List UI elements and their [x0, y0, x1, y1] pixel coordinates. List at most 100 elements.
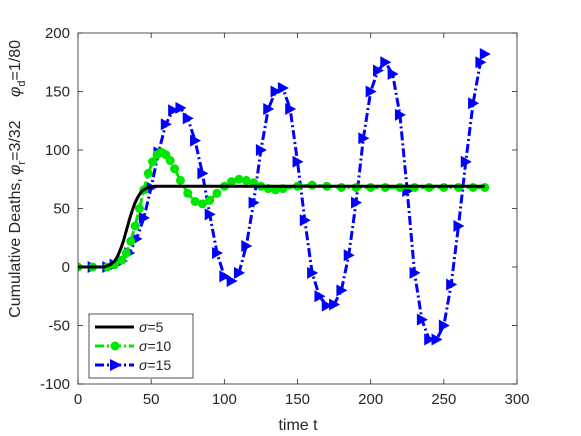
legend: σ=5 σ=10 σ=15 — [88, 313, 194, 379]
x-tick-label: 150 — [285, 391, 310, 408]
series-0 — [78, 184, 485, 269]
data-point — [126, 236, 136, 246]
data-point — [134, 204, 144, 213]
data-point — [292, 155, 304, 168]
data-point — [161, 150, 171, 160]
data-point — [424, 333, 436, 346]
series-2 — [78, 48, 491, 346]
y-tick-label: -100 — [40, 376, 70, 393]
data-point — [168, 104, 180, 117]
y-tick-label: 200 — [45, 25, 70, 42]
data-point — [248, 196, 260, 209]
plot-area — [78, 48, 491, 346]
y-axis-label-main: Cumulative Deaths, — [7, 178, 24, 318]
data-point — [226, 275, 238, 288]
y-tick-label: 100 — [45, 142, 70, 159]
data-point — [475, 56, 487, 69]
y-axis-param1: φr=3/32 — [7, 120, 28, 175]
legend-label-value: =5 — [147, 319, 163, 335]
data-point — [241, 175, 251, 185]
data-point — [299, 214, 311, 227]
legend-label: σ=15 — [139, 357, 171, 373]
data-point — [372, 64, 384, 77]
y-tick-label: -50 — [48, 318, 70, 335]
data-point — [277, 81, 289, 94]
data-point — [351, 196, 363, 209]
legend-label: σ=5 — [139, 319, 164, 335]
data-point — [409, 266, 421, 279]
data-point — [148, 157, 158, 167]
x-axis-label: time t — [278, 417, 318, 434]
data-point — [138, 211, 150, 224]
axis-labels: time t Cumulative Deaths, φr=3/32 φd=1/8… — [7, 40, 318, 434]
data-point — [460, 155, 472, 168]
data-point — [183, 188, 193, 198]
data-point — [329, 298, 341, 311]
y-axis-param2-sub: d — [16, 80, 28, 86]
x-tick-label: 50 — [143, 391, 160, 408]
y-axis-param1-symbol: φ — [7, 165, 24, 175]
data-point — [263, 103, 275, 116]
legend-entry-2: σ=15 — [95, 357, 171, 373]
data-point — [234, 174, 244, 184]
y-tick-label: 50 — [53, 201, 70, 218]
data-point — [365, 85, 377, 98]
data-point — [394, 108, 406, 121]
data-point — [165, 156, 175, 166]
data-point — [270, 85, 282, 98]
x-tick-label: 200 — [358, 391, 383, 408]
data-point — [227, 177, 237, 187]
legend-box — [88, 313, 194, 379]
data-point — [307, 266, 319, 279]
data-point — [446, 278, 458, 291]
data-point — [321, 299, 333, 312]
data-point — [197, 199, 207, 209]
legend-entry-1: σ=10 — [95, 338, 171, 354]
legend-label-symbol: σ — [139, 319, 148, 335]
data-point — [190, 196, 200, 206]
data-point — [160, 118, 172, 131]
data-point — [212, 246, 224, 259]
y-axis-label: Cumulative Deaths, φr=3/32 φd=1/80 — [7, 40, 28, 318]
y-axis-param1-value: =3/32 — [7, 120, 24, 161]
data-point — [468, 97, 480, 110]
y-tick-label: 0 — [62, 259, 70, 276]
y-tick-label: 150 — [45, 84, 70, 101]
legend-marker — [110, 359, 122, 371]
data-point — [204, 208, 216, 221]
axes: 0 50 100 150 200 250 300 -100 -50 0 50 100 150 200 — [40, 25, 530, 408]
series-1 — [78, 147, 490, 272]
x-tick-label: 300 — [504, 391, 529, 408]
data-point — [343, 249, 355, 262]
data-point — [143, 168, 153, 178]
legend-label-value: =10 — [147, 338, 171, 354]
y-axis-label-line: Cumulative Deaths, — [7, 178, 24, 318]
legend-entry-0: σ=5 — [95, 319, 164, 335]
series-line — [78, 184, 485, 269]
legend-label-value: =15 — [147, 357, 171, 373]
data-point — [416, 313, 428, 326]
legend-label-symbol: σ — [139, 357, 148, 373]
data-point — [190, 134, 202, 147]
data-point — [197, 167, 209, 180]
y-axis-param2-symbol: φ — [7, 87, 24, 97]
data-point — [182, 112, 194, 125]
data-point — [117, 255, 127, 265]
data-point — [219, 270, 231, 283]
data-point — [255, 144, 267, 156]
data-point — [233, 266, 245, 279]
y-axis-param1-sub: r — [16, 161, 28, 165]
data-point — [380, 56, 392, 69]
data-point — [212, 188, 222, 198]
data-point — [121, 248, 131, 258]
data-point — [431, 333, 443, 346]
x-tick-label: 0 — [74, 391, 82, 408]
data-point — [170, 164, 180, 174]
data-point — [314, 290, 326, 303]
y-axis-param2: φd=1/80 — [7, 40, 28, 97]
legend-marker — [110, 341, 120, 351]
y-axis-param2-value: =1/80 — [7, 40, 24, 81]
data-point — [438, 319, 450, 332]
data-point — [175, 101, 187, 114]
